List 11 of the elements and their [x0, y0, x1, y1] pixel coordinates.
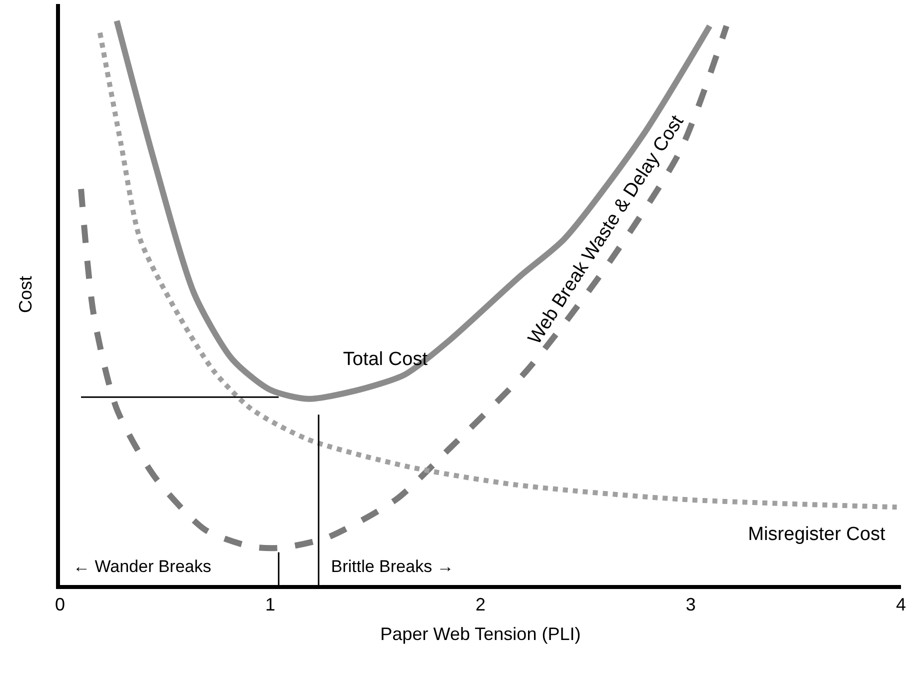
annotation: ← Wander Breaks — [73, 557, 212, 576]
x-axis-title: Paper Web Tension (PLI) — [380, 624, 581, 644]
series-label: Total Cost — [343, 349, 428, 370]
x-tick-label: 4 — [896, 594, 906, 615]
x-tick-label: 0 — [54, 594, 66, 615]
y-axis-title: Cost — [16, 276, 36, 314]
annotation: Brittle Breaks → — [331, 557, 454, 576]
x-tick-label: 2 — [475, 594, 486, 615]
series-label: Misregister Cost — [748, 524, 886, 545]
x-tick-label: 3 — [686, 594, 696, 615]
x-tick-label: 1 — [265, 594, 276, 615]
